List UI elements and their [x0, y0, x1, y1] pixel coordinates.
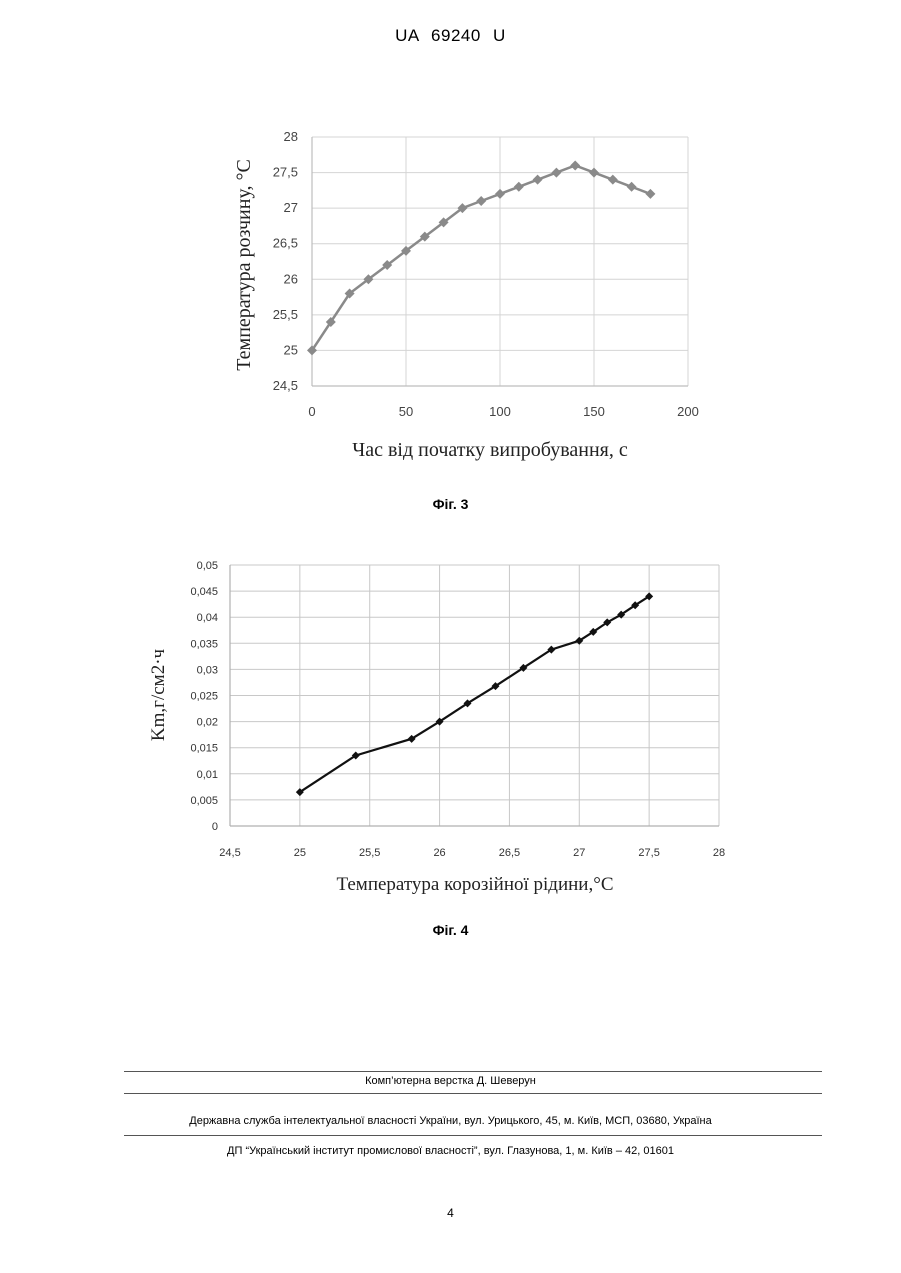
y-tick-label: 0,03 [197, 664, 218, 676]
figure-4-caption: Фіг. 4 [0, 922, 901, 938]
corrosion-rate-chart: 0 0,005 0,01 0,015 0,02 0,025 0,03 0,035 0,04 0,0… [0, 0, 901, 900]
series-line [300, 596, 649, 792]
y-axis-label: Km,г/cм2·ч [148, 648, 169, 741]
y-tick-label: 0 [212, 821, 218, 833]
series-points [296, 592, 653, 796]
x-tick-label: 25,5 [359, 847, 380, 859]
footer-agency: Державна служба інтелектуальної власност… [0, 1115, 901, 1127]
x-axis-ticks: 24,5 25 25,5 26 26,5 27 27,5 28 [219, 847, 725, 859]
x-tick-label: 28 [713, 847, 725, 859]
y-tick-label: 0,015 [190, 743, 218, 755]
x-tick-label: 26 [433, 847, 445, 859]
y-tick-label: 0,05 [197, 560, 218, 572]
y-tick-label: 0,035 [190, 638, 218, 650]
x-tick-label: 26,5 [499, 847, 520, 859]
footer-divider [124, 1093, 822, 1094]
y-tick-label: 0,01 [197, 769, 218, 781]
y-axis-ticks: 0 0,005 0,01 0,015 0,02 0,025 0,03 0,035 0,04 0,0… [190, 560, 218, 833]
y-tick-label: 0,045 [190, 586, 218, 598]
y-tick-label: 0,04 [197, 612, 218, 624]
y-tick-label: 0,025 [190, 691, 218, 703]
x-tick-label: 24,5 [219, 847, 240, 859]
footer-layout-credit: Комп’ютерна верстка Д. Шеверун [0, 1075, 901, 1087]
x-tick-label: 27 [573, 847, 585, 859]
x-tick-label: 25 [294, 847, 306, 859]
footer-institute: ДП “Український інститут промислової вла… [0, 1145, 901, 1157]
x-axis-label: Температура корозійної рідини,°С [336, 874, 613, 895]
chart-grid [230, 565, 719, 826]
x-tick-label: 27,5 [638, 847, 659, 859]
y-tick-label: 0,005 [190, 795, 218, 807]
y-tick-label: 0,02 [197, 717, 218, 729]
footer-divider [124, 1071, 822, 1072]
footer-divider [124, 1135, 822, 1136]
page-number: 4 [0, 1206, 901, 1220]
